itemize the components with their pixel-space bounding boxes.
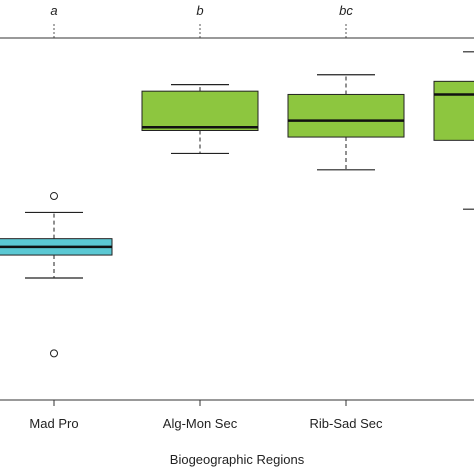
x-tick-label: Rib-Sad Sec	[310, 416, 383, 431]
box-alg-mon-sec	[141, 84, 259, 155]
significance-letter: b	[196, 3, 203, 18]
box-por	[433, 51, 474, 210]
outlier-point	[50, 192, 58, 201]
significance-letter: bc	[339, 3, 353, 18]
outlier-point	[50, 349, 58, 358]
box-rib-sad-sec	[287, 74, 405, 171]
box-series	[0, 51, 474, 358]
box-mad-pro	[0, 192, 113, 358]
x-axis-title: Biogeographic Regions	[170, 452, 305, 467]
x-tick-label: Alg-Mon Sec	[163, 416, 238, 431]
top-axis: a b bc	[50, 3, 353, 38]
x-tick-label: Mad Pro	[29, 416, 78, 431]
significance-letter: a	[50, 3, 57, 18]
plot-frame	[0, 37, 474, 401]
box-iqr	[287, 93, 405, 138]
box-iqr	[433, 80, 474, 141]
box-iqr	[141, 90, 259, 131]
